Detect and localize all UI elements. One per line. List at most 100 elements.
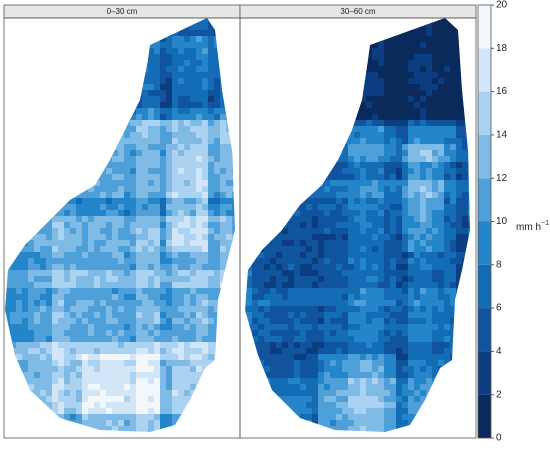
raster-cell <box>202 396 209 403</box>
raster-cell <box>34 378 41 385</box>
raster-cell <box>245 258 247 265</box>
raster-cell <box>172 294 179 301</box>
raster-cell <box>5 216 11 223</box>
raster-cell <box>318 204 325 211</box>
raster-cell <box>58 210 65 217</box>
raster-cell <box>282 300 289 307</box>
raster-cell <box>130 216 137 223</box>
raster <box>245 18 470 432</box>
raster-cell <box>10 138 17 145</box>
raster-cell <box>324 330 331 337</box>
raster-cell <box>34 294 41 301</box>
raster-cell <box>160 354 167 361</box>
raster-cell <box>378 42 385 49</box>
raster-cell <box>420 60 427 67</box>
raster-cell <box>264 144 271 151</box>
raster-cell <box>142 348 149 355</box>
raster-cell <box>202 300 209 307</box>
raster-cell <box>238 222 245 229</box>
raster-cell <box>34 270 41 277</box>
raster-cell <box>354 72 361 79</box>
raster-cell <box>88 132 95 139</box>
raster-cell <box>70 384 77 391</box>
raster-cell <box>130 186 137 193</box>
raster-cell <box>294 42 301 49</box>
raster-cell <box>208 42 215 49</box>
raster-cell <box>402 18 409 25</box>
raster-cell <box>330 288 337 295</box>
raster-cell <box>28 138 35 145</box>
raster-cell <box>438 276 445 283</box>
raster-cell <box>300 30 307 37</box>
raster-cell <box>88 324 95 331</box>
raster-cell <box>64 156 71 163</box>
raster-cell <box>112 396 119 403</box>
raster-cell <box>282 72 289 79</box>
raster-cell <box>306 138 313 145</box>
raster-cell <box>10 282 17 289</box>
raster-cell <box>372 78 379 85</box>
raster-cell <box>76 240 83 247</box>
raster-cell <box>312 156 319 163</box>
raster-cell <box>312 306 319 313</box>
raster-cell <box>88 180 95 187</box>
raster-cell <box>100 258 107 265</box>
raster-cell <box>306 174 313 181</box>
raster-cell <box>34 240 41 247</box>
raster-cell <box>142 156 149 163</box>
raster-cell <box>5 120 11 127</box>
raster-cell <box>5 318 11 325</box>
raster-cell <box>348 84 355 91</box>
raster-cell <box>420 312 427 319</box>
raster-cell <box>252 252 259 259</box>
raster-cell <box>184 240 191 247</box>
raster-cell <box>402 210 409 217</box>
raster-cell <box>5 30 11 37</box>
raster-cell <box>40 402 47 409</box>
raster-cell <box>378 258 385 265</box>
raster-cell <box>232 264 235 271</box>
raster-cell <box>330 324 337 331</box>
raster-cell <box>214 402 221 409</box>
raster-cell <box>172 36 179 43</box>
raster-cell <box>276 294 283 301</box>
raster-cell <box>100 204 107 211</box>
raster-cell <box>420 48 427 55</box>
raster-cell <box>112 168 119 175</box>
raster-cell <box>276 210 283 217</box>
raster-cell <box>40 132 47 139</box>
raster-cell <box>166 204 173 211</box>
raster-cell <box>82 144 89 151</box>
raster-cell <box>52 276 59 283</box>
raster-cell <box>252 318 259 325</box>
raster-cell <box>136 432 143 439</box>
raster-cell <box>22 84 29 91</box>
raster-cell <box>258 48 265 55</box>
raster-cell <box>64 396 71 403</box>
raster-cell <box>276 192 283 199</box>
raster-cell <box>348 324 355 331</box>
raster-cell <box>88 42 95 49</box>
raster-cell <box>148 114 155 121</box>
raster-cell <box>46 102 53 109</box>
raster-cell <box>16 162 23 169</box>
raster-cell <box>226 300 233 307</box>
raster-cell <box>306 270 313 277</box>
raster-cell <box>202 318 209 325</box>
raster-cell <box>148 312 155 319</box>
raster-cell <box>330 144 337 151</box>
raster-cell <box>70 132 77 139</box>
raster-cell <box>245 90 247 97</box>
raster-cell <box>112 150 119 157</box>
raster-cell <box>258 78 265 85</box>
raster-cell <box>46 240 53 247</box>
raster-cell <box>330 282 337 289</box>
raster-cell <box>100 384 107 391</box>
raster-cell <box>238 18 245 25</box>
raster-cell <box>172 402 179 409</box>
raster-cell <box>112 18 119 25</box>
raster-cell <box>414 198 421 205</box>
raster-cell <box>450 234 457 241</box>
raster-cell <box>142 414 149 421</box>
raster-cell <box>432 168 439 175</box>
